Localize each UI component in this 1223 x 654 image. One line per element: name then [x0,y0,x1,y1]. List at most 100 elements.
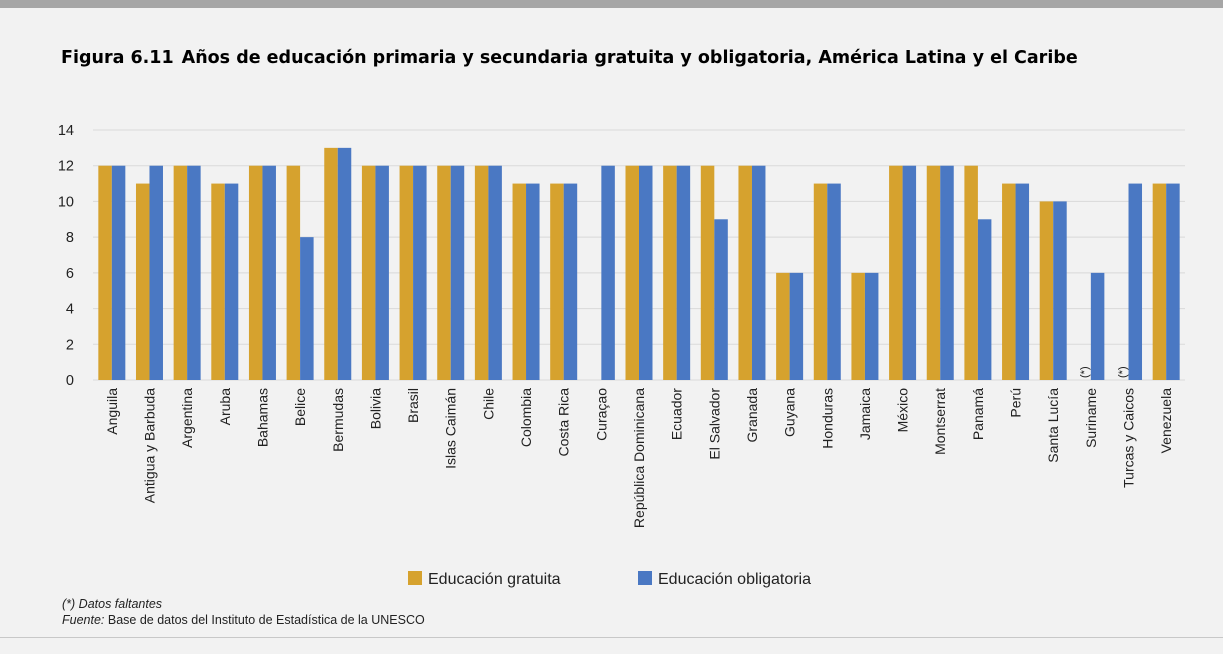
top-border [0,0,1223,8]
x-tick-label: El Salvador [706,388,722,460]
x-tick-label: Guyana [782,388,798,437]
bottom-divider [0,637,1223,638]
bar-chart: 0 2 4 6 8 10 12 14 Anguila Antigua y Barbuda Argen… [58,123,1185,588]
x-tick-label: Colombia [518,388,534,447]
source-text: Base de datos del Instituto de Estadísti… [107,613,425,627]
bar-obligatoria [789,272,804,380]
x-tick-label: Bolivia [367,388,383,429]
bar-obligatoria [375,165,389,380]
x-tick-label: Aruba [217,388,233,426]
bar-obligatoria [1090,272,1105,380]
bar-gratuita [361,165,376,380]
bar-obligatoria [1128,183,1143,380]
bar-obligatoria [1053,201,1067,380]
x-tick-label: Jamaica [857,388,873,440]
bar-gratuita [135,183,150,380]
x-tick-label: México [895,388,911,433]
bar-gratuita [700,165,715,380]
x-tick-label: Turcas y Caicos [1121,388,1137,488]
bar-obligatoria [413,165,427,380]
bar-gratuita [248,165,263,380]
legend-swatch-obligatoria [638,571,652,585]
bar-gratuita [1152,183,1167,380]
bar-obligatoria [300,237,314,380]
x-tick-label: República Dominicana [631,388,647,528]
x-tick-label: Bahamas [254,388,270,447]
bar-obligatoria [940,165,954,380]
bar-obligatoria [111,165,126,380]
bar-obligatoria [337,147,352,380]
bar-obligatoria [977,219,992,380]
bar-gratuita [851,272,865,380]
y-tick-label: 8 [66,230,74,246]
missing-data-note: (*) Datos faltantes [62,597,163,611]
y-tick-label: 12 [58,159,74,175]
bar-obligatoria [224,183,239,380]
x-tick-label: Chile [480,388,496,420]
bar-obligatoria [149,165,163,380]
bar-gratuita [173,165,188,380]
bar-gratuita [813,183,828,380]
bar-gratuita [625,165,639,380]
figure-title: Figura 6.11 Años de educación primaria y … [61,48,1078,68]
x-tick-label: Santa Lucía [1045,388,1061,463]
x-tick-label: Honduras [819,388,835,449]
source-label: Fuente: [62,613,105,627]
bar-obligatoria [676,165,691,380]
x-tick-label: Perú [1008,388,1024,418]
bar-gratuita [1002,183,1016,380]
bar-obligatoria [639,165,653,380]
y-tick-label: 0 [66,373,74,389]
bar-gratuita [286,165,301,380]
bar-obligatoria [262,165,276,380]
y-tick-label: 6 [66,266,74,282]
figure-number: Figura 6.11 [61,48,174,68]
y-tick-label: 14 [58,123,74,139]
legend-label-obligatoria: Educación obligatoria [658,571,811,588]
bar-gratuita [474,165,489,380]
x-tick-label: Panamá [970,388,986,440]
bar-obligatoria [902,165,917,380]
x-tick-label: Argentina [179,388,195,448]
bar-gratuita [889,165,903,380]
y-tick-label: 2 [66,337,74,353]
bar-gratuita [776,272,790,380]
bar-obligatoria [751,165,766,380]
x-tick-label: Granada [744,388,760,443]
missing-data-marker: (*) [1117,366,1129,378]
bar-gratuita [550,183,564,380]
bar-gratuita [98,165,112,380]
bar-gratuita [926,165,941,380]
y-tick-label: 4 [66,302,74,318]
bar-gratuita [738,165,752,380]
y-tick-label: 10 [58,194,74,210]
bar-obligatoria [1166,183,1180,380]
bar-gratuita [437,165,451,380]
bar-obligatoria [488,165,502,380]
bar-obligatoria [714,219,728,380]
legend-swatch-gratuita [408,571,422,585]
x-tick-label: Montserrat [932,388,948,455]
bar-obligatoria [827,183,841,380]
bar-gratuita [1039,201,1054,380]
bar-obligatoria [1015,183,1030,380]
x-tick-label: Antigua y Barbuda [141,388,157,503]
x-tick-label: Venezuela [1158,388,1174,454]
x-tick-label: Bermudas [330,388,346,452]
bar-gratuita [663,165,677,380]
bar-obligatoria [563,183,578,380]
x-tick-label: Brasil [405,388,421,423]
bar-gratuita [512,183,527,380]
bar-gratuita [211,183,225,380]
x-tick-label: Suriname [1083,388,1099,448]
legend-label-gratuita: Educación gratuita [428,571,561,588]
x-tick-label: Anguila [104,388,120,435]
x-tick-label: Islas Caimán [443,388,459,469]
x-tick-label: Costa Rica [556,388,572,457]
x-tick-label: Ecuador [669,388,685,440]
x-tick-label: Curaçao [593,388,609,441]
figure-title-text: Años de educación primaria y secundaria … [181,48,1078,68]
bar-obligatoria [187,165,201,380]
source-note: Fuente: Base de datos del Instituto de E… [62,613,425,627]
bar-obligatoria [601,165,615,380]
